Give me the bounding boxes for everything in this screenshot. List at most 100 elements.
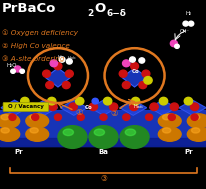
Circle shape [69,103,77,111]
Circle shape [170,40,177,47]
Text: Co: Co [131,69,139,74]
Circle shape [8,103,16,111]
Circle shape [54,114,61,120]
Circle shape [167,114,174,120]
Circle shape [138,81,146,89]
Circle shape [149,103,157,111]
Ellipse shape [191,115,199,120]
Circle shape [66,59,72,64]
Text: H₂O: H₂O [6,63,16,68]
Text: ②: ② [110,109,117,118]
Circle shape [130,63,138,70]
Ellipse shape [0,114,20,128]
Circle shape [77,114,84,120]
Text: Ba: Ba [98,149,108,155]
Ellipse shape [125,129,135,136]
Circle shape [141,70,149,77]
Polygon shape [1,100,28,115]
Polygon shape [90,100,116,115]
Polygon shape [45,68,70,87]
Circle shape [65,70,73,77]
Circle shape [174,44,178,48]
Polygon shape [119,100,146,115]
Circle shape [32,114,39,120]
Text: ③: ③ [99,174,107,183]
Circle shape [54,63,62,70]
Ellipse shape [186,114,206,128]
Circle shape [122,81,130,89]
Ellipse shape [0,127,20,141]
Ellipse shape [1,128,9,133]
Text: H$_{ads}$: H$_{ads}$ [67,55,77,62]
Ellipse shape [30,115,38,120]
Ellipse shape [94,129,104,136]
Text: PrBaCo: PrBaCo [2,2,56,15]
Circle shape [103,97,111,105]
Circle shape [109,103,117,111]
Ellipse shape [162,115,170,120]
Text: ① Oxygen deficiency: ① Oxygen deficiency [2,29,78,36]
Ellipse shape [162,128,170,133]
Circle shape [159,97,167,105]
Text: H: H [57,55,61,60]
Polygon shape [178,100,205,115]
Text: OH⁻: OH⁻ [179,29,189,34]
Bar [0,138,206,146]
Text: O / Vacancy: O / Vacancy [8,105,44,109]
Ellipse shape [186,127,206,141]
Circle shape [169,103,178,111]
Ellipse shape [26,114,48,128]
Text: ③ A-site ordering: ③ A-site ordering [2,56,64,62]
Ellipse shape [158,127,180,141]
Text: Co: Co [85,105,92,110]
Circle shape [92,98,98,104]
Circle shape [50,60,57,67]
Text: Pr: Pr [183,149,192,155]
Text: Pr: Pr [14,149,23,155]
Circle shape [131,97,139,105]
Circle shape [20,69,24,73]
Circle shape [75,97,83,105]
Circle shape [62,81,70,89]
Circle shape [183,97,192,105]
Circle shape [9,114,16,120]
Text: O: O [94,2,105,15]
Circle shape [122,60,129,67]
Circle shape [28,103,37,111]
Text: 6−δ: 6−δ [106,9,126,18]
Ellipse shape [89,126,117,148]
Circle shape [89,103,97,111]
Polygon shape [30,100,57,115]
Bar [0,110,206,146]
Ellipse shape [191,128,199,133]
Circle shape [99,114,107,120]
Circle shape [42,70,50,77]
Circle shape [14,66,21,72]
Circle shape [122,114,129,120]
Ellipse shape [1,115,9,120]
Polygon shape [60,100,87,115]
Circle shape [129,103,137,111]
Ellipse shape [63,129,73,136]
Circle shape [190,114,197,120]
Circle shape [119,70,126,77]
Circle shape [47,97,56,105]
Circle shape [11,69,15,73]
Circle shape [138,58,144,63]
Ellipse shape [158,114,180,128]
Circle shape [143,77,151,84]
Text: 2: 2 [87,9,93,18]
Polygon shape [149,100,176,115]
Circle shape [49,103,57,111]
Circle shape [145,114,152,120]
Circle shape [46,81,53,89]
Circle shape [129,57,135,62]
Ellipse shape [26,127,48,141]
Circle shape [21,97,29,105]
Text: H₂: H₂ [184,11,191,16]
Ellipse shape [119,126,148,148]
Circle shape [59,57,65,62]
Ellipse shape [58,126,87,148]
Circle shape [182,21,187,26]
Text: H$_{ads}$: H$_{ads}$ [132,102,144,111]
